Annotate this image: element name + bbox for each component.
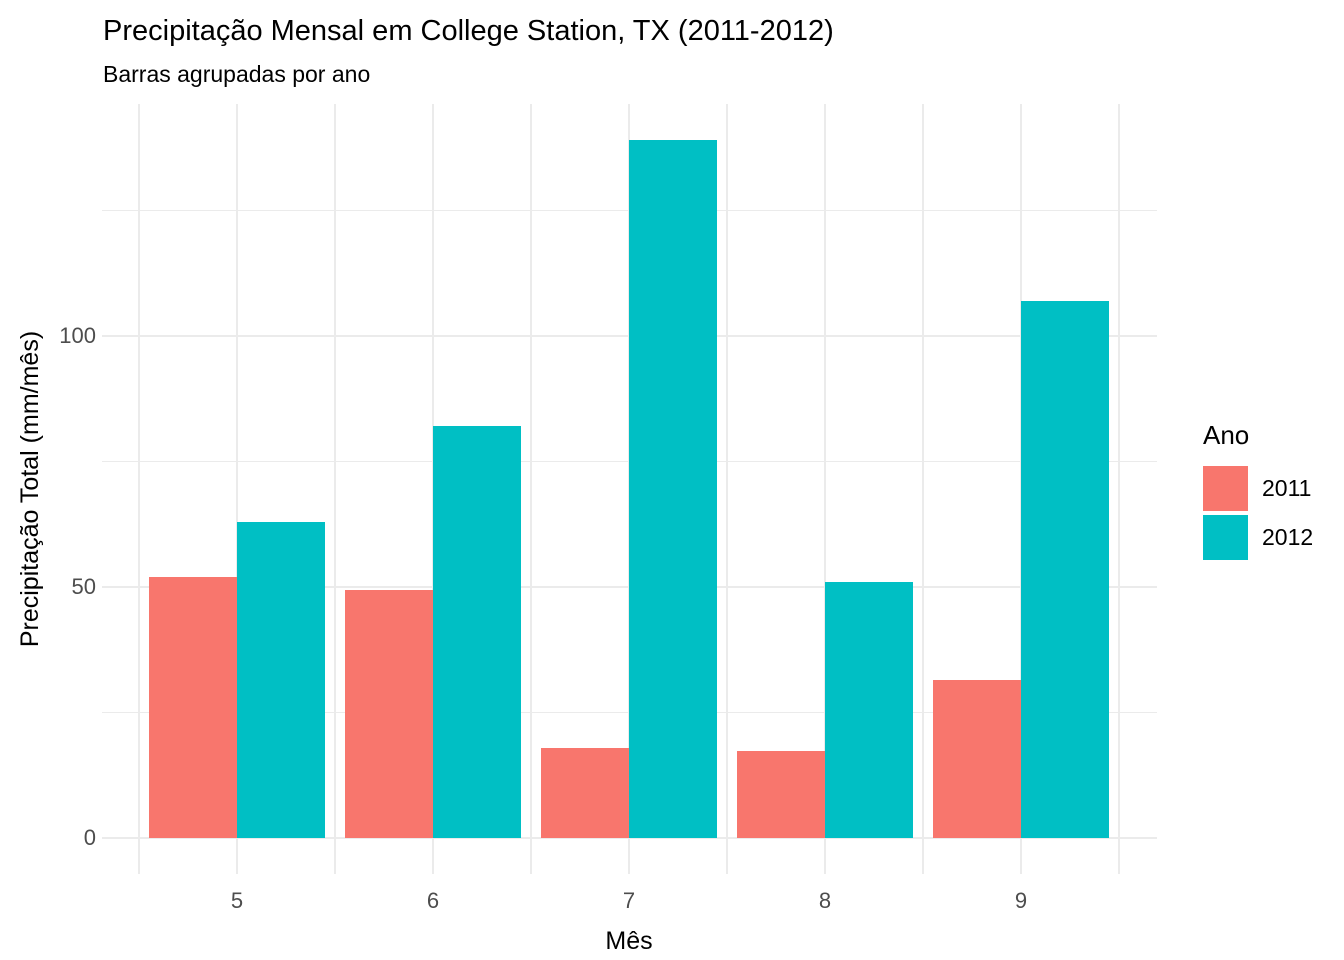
x-minor-gridline <box>1118 104 1120 874</box>
legend-label-2012: 2012 <box>1262 524 1314 551</box>
x-tick-label-6: 6 <box>426 888 440 913</box>
bar-2012-month-6 <box>433 426 521 838</box>
bar-2011-month-5 <box>149 576 237 838</box>
legend-title: Ano <box>1203 420 1250 450</box>
bar-2011-month-9 <box>933 679 1021 838</box>
y-tick-label-100: 100 <box>59 323 96 348</box>
y-tick-label-0: 0 <box>83 825 96 850</box>
x-tick-label-9: 9 <box>1014 888 1028 913</box>
x-minor-gridline <box>334 104 336 874</box>
x-minor-gridline <box>138 104 140 874</box>
chart-title: Precipitação Mensal em College Station, … <box>103 15 834 47</box>
legend: Ano 2011 2012 <box>1203 421 1343 564</box>
bar-2012-month-5 <box>237 521 325 838</box>
bar-2012-month-8 <box>825 581 913 838</box>
bar-2011-month-8 <box>737 751 825 838</box>
legend-swatch-2012 <box>1203 515 1248 561</box>
x-major-gridline <box>235 104 239 874</box>
x-tick-label-5: 5 <box>230 888 244 913</box>
x-tick-label-8: 8 <box>818 888 832 913</box>
y-tick-label-50: 50 <box>71 574 96 599</box>
x-major-gridline <box>823 104 827 874</box>
x-minor-gridline <box>922 104 924 874</box>
chart-subtitle: Barras agrupadas por ano <box>103 61 371 87</box>
legend-label-2011: 2011 <box>1262 475 1312 502</box>
bar-2011-month-6 <box>345 589 433 838</box>
legend-items: 2011 2012 <box>1203 466 1343 561</box>
legend-item-2012: 2012 <box>1203 515 1343 561</box>
x-tick-label-7: 7 <box>622 888 636 913</box>
bar-2012-month-7 <box>629 140 717 838</box>
legend-item-2011: 2011 <box>1203 466 1343 512</box>
plot-panel <box>102 104 1157 874</box>
x-axis-title: Mês <box>605 927 653 955</box>
legend-swatch-2011 <box>1203 466 1248 512</box>
x-minor-gridline <box>726 104 728 874</box>
bar-2012-month-9 <box>1021 300 1109 838</box>
y-axis-title: Precipitação Total (mm/mês) <box>16 330 44 648</box>
x-minor-gridline <box>530 104 532 874</box>
bar-2011-month-7 <box>541 747 629 838</box>
